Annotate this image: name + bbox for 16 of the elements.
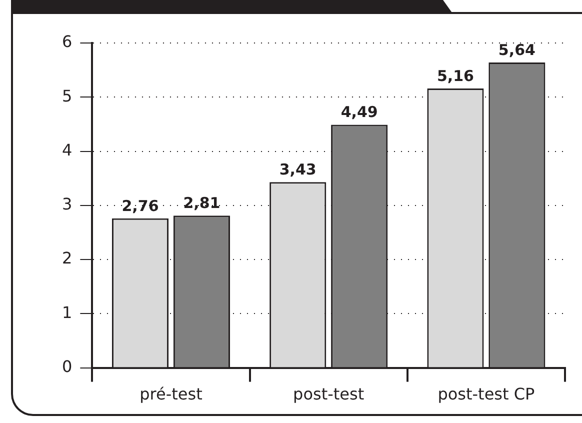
text: 5,16 [436,66,474,85]
text: 3,43 [279,160,316,179]
y-tick-label: 3 [62,194,72,214]
x-tick-label: post-test CP [438,384,536,404]
text: 5,64 [498,40,536,59]
y-tick-label: 4 [62,140,72,160]
y-tick-label: 0 [62,356,72,376]
text: 2,81 [183,194,220,212]
y-tick-label: 2 [62,248,72,268]
x-tick-label: post-test [293,384,364,404]
y-tick-label: 1 [62,302,72,322]
y-tick-label: 6 [62,32,72,52]
x-tick-label: pré-test [140,384,202,404]
text: 4,49 [340,103,378,122]
y-tick-label: 5 [62,86,72,106]
text: 2,76 [122,196,159,215]
